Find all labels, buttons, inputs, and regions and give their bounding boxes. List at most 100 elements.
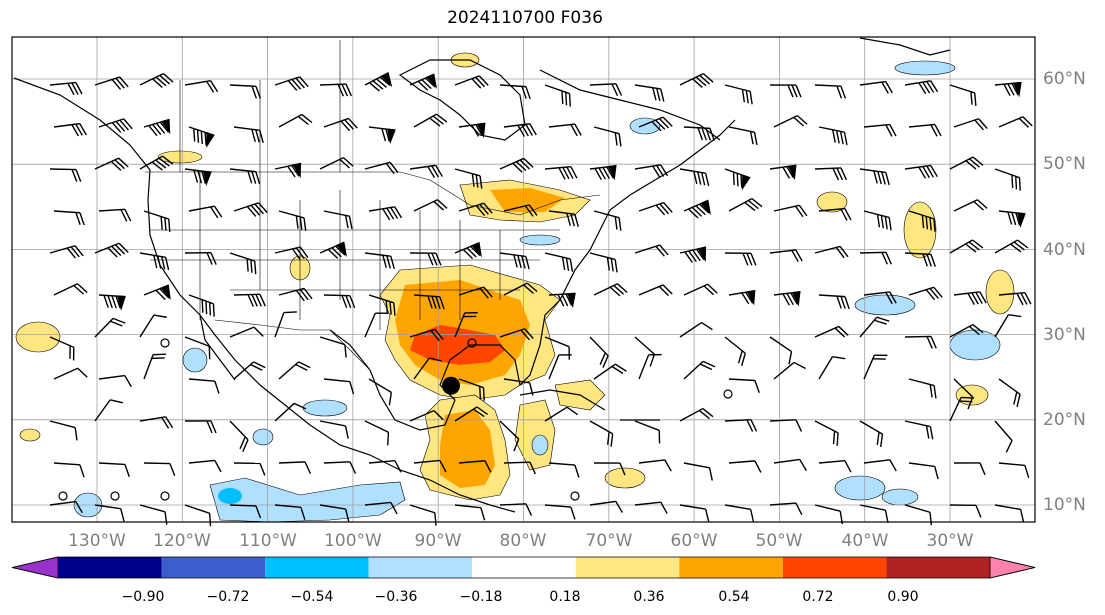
shading-positive-pacific-3: [19, 428, 41, 442]
wind-barb: [859, 504, 889, 524]
lon-label-60: 60°W: [671, 531, 718, 551]
lon-label-80: 80°W: [500, 531, 547, 551]
wind-barb: [769, 336, 793, 365]
wind-barb: [323, 210, 353, 230]
calm-wind-circle: [570, 491, 580, 501]
wind-barb: [904, 335, 937, 349]
wind-barb: [724, 336, 746, 366]
lat-label-20: 20°N: [1043, 410, 1086, 430]
wind-barb: [814, 245, 849, 259]
wind-barb: [998, 378, 1021, 408]
wind-barb: [859, 80, 893, 94]
wind-barb: [503, 204, 538, 217]
lon-label-50: 50°W: [756, 531, 803, 551]
wind-barb: [233, 126, 264, 144]
wind-barb: [859, 168, 890, 186]
shading-negative-epac-core: [218, 488, 242, 504]
shading-negative-epac-4: [252, 428, 274, 446]
lat-label-60: 60°N: [1043, 69, 1086, 89]
wind-barb: [728, 378, 760, 394]
wind-barb: [544, 252, 574, 272]
wind-barb: [949, 239, 984, 254]
wind-barb: [364, 71, 393, 92]
wind-barb: [544, 336, 570, 360]
wind-barb: [409, 252, 442, 266]
wind-barb: [634, 501, 668, 514]
colorbar-label-9: 0.90: [887, 589, 918, 605]
wind-barb: [863, 459, 897, 472]
wind-barb: [139, 314, 167, 338]
wind-barb: [368, 294, 396, 316]
wind-barb: [724, 252, 757, 266]
wind-barb: [368, 206, 403, 221]
wind-barb: [953, 118, 988, 131]
wind-barb: [859, 316, 890, 338]
wind-barb: [998, 210, 1026, 228]
wind-barb: [949, 504, 982, 518]
wind-barb: [953, 462, 986, 476]
wind-barb: [229, 168, 261, 185]
wind-barb: [413, 357, 443, 380]
wind-barb: [589, 252, 618, 273]
wind-barb: [949, 156, 984, 170]
wind-barb: [454, 504, 486, 521]
wind-barb: [454, 168, 483, 189]
wind-barb: [998, 462, 1030, 479]
wind-barb: [638, 459, 672, 472]
wind-barb: [274, 311, 297, 338]
wind-barb: [49, 500, 83, 514]
shading-positive-atlantic-1: [816, 191, 848, 213]
wind-barb: [724, 84, 753, 105]
wind-barb: [364, 312, 389, 338]
wind-barb: [184, 504, 212, 527]
wind-barb: [863, 210, 892, 231]
wind-barb: [724, 504, 755, 523]
wind-barb: [49, 81, 83, 96]
lon-label-40: 40°W: [842, 531, 889, 551]
wind-barb: [139, 155, 174, 171]
wind-barb: [679, 72, 714, 88]
wind-barb: [634, 420, 661, 444]
wind-barb: [184, 336, 211, 360]
wind-barb: [454, 312, 478, 338]
wind-barb: [724, 168, 751, 191]
wind-barb: [679, 504, 710, 522]
colorbar-segment: [782, 557, 887, 578]
longitude-axis: 130°W 120°W 110°W 100°W 90°W 80°W 70°W 6…: [68, 531, 974, 551]
wind-barb: [98, 462, 130, 477]
colorbar-segments: [11, 556, 1036, 579]
wind-barb: [364, 420, 390, 446]
wind-barb: [323, 461, 357, 474]
wind-barb: [94, 242, 129, 258]
wind-barb: [98, 118, 133, 133]
wind-barb: [94, 76, 129, 90]
wind-barb: [499, 420, 520, 452]
wind-barb: [233, 202, 268, 217]
wind-barb: [863, 354, 888, 380]
wind-barb: [994, 81, 1022, 98]
wind-barb: [638, 116, 673, 132]
wind-barb: [548, 462, 580, 478]
lon-label-130: 130°W: [68, 531, 126, 551]
colorbar-label-5: 0.18: [549, 589, 580, 605]
wind-barb: [454, 241, 482, 260]
wind-barb: [593, 210, 622, 231]
wind-barb: [184, 168, 212, 187]
wind-barb: [274, 162, 302, 179]
storm-center-marker: [441, 376, 460, 395]
coastline-atlantic-us: [559, 119, 736, 301]
border-us-canada: [145, 171, 601, 216]
wind-barb: [814, 84, 847, 99]
wind-barb: [319, 83, 353, 97]
wind-barb: [728, 289, 756, 306]
wind-barb: [188, 378, 220, 394]
shading-positive-lesser-antilles: [604, 467, 646, 489]
colorbar-segment: [886, 557, 990, 578]
colorbar-segment: [58, 557, 162, 578]
wind-barb: [49, 420, 78, 441]
wind-barb: [233, 293, 266, 307]
wind-barb: [593, 462, 626, 476]
wind-barb: [278, 461, 312, 474]
shading-positive-sw-pacific: [15, 321, 61, 353]
